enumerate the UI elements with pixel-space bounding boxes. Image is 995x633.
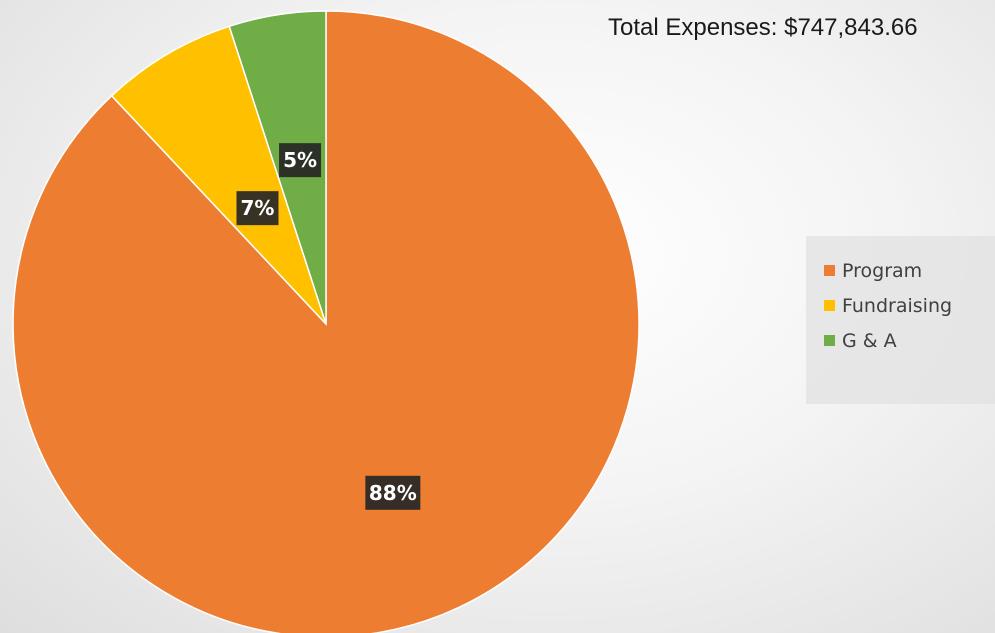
data-label-g-and-a-text: 5% [283, 148, 317, 172]
pie-data-labels: 88% 7% 5% [236, 143, 421, 510]
chart-legend: Program Fundraising G & A [806, 236, 995, 404]
slice-fundraising [110, 25, 327, 325]
legend-swatch-fundraising [824, 300, 835, 311]
data-label-program-text: 88% [369, 481, 417, 505]
data-label-fundraising: 7% [236, 191, 279, 226]
data-label-program: 88% [365, 475, 421, 510]
slice-program [12, 10, 640, 633]
legend-label-program: Program [842, 259, 923, 282]
legend-swatch-program [824, 265, 835, 276]
legend-item-fundraising: Fundraising [824, 288, 995, 323]
data-label-fundraising-text: 7% [241, 196, 275, 220]
data-label-g-and-a: 5% [279, 143, 322, 178]
legend-item-g-and-a: G & A [824, 323, 995, 358]
legend-item-program: Program [824, 253, 995, 288]
data-label-g-and-a-box [279, 143, 322, 178]
pie-slices [12, 10, 640, 633]
slice-g-and-a [228, 10, 327, 325]
data-label-fundraising-box [236, 191, 279, 226]
legend-label-g-and-a: G & A [842, 329, 897, 352]
legend-label-fundraising: Fundraising [842, 294, 953, 317]
data-label-program-box [365, 475, 421, 510]
total-expenses-annotation: Total Expenses: $747,843.66 [608, 14, 918, 41]
legend-swatch-g-and-a [824, 335, 835, 346]
